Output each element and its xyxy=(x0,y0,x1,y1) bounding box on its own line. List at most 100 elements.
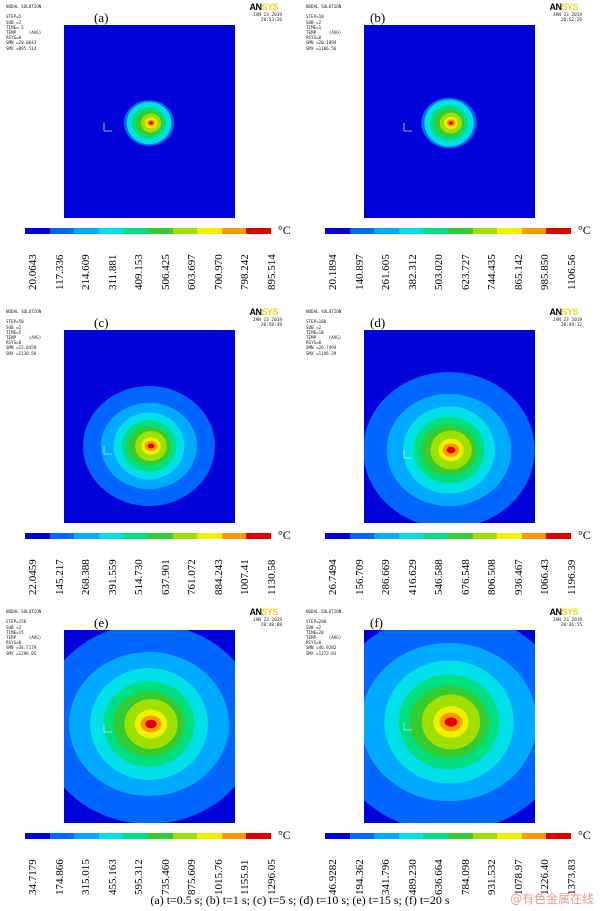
legend-tick-label: 1296.05 xyxy=(265,859,278,895)
legend-swatch xyxy=(521,533,547,539)
coordinate-triad xyxy=(403,123,412,132)
legend-swatch xyxy=(221,533,247,539)
temperature-contour-plot xyxy=(364,25,535,218)
color-legend-bar xyxy=(325,833,571,839)
legend-tick-labels: 20.1894 140.897 261.605 382.312 503.020 623.7… xyxy=(300,238,600,298)
legend-tick-label: 261.605 xyxy=(380,254,392,290)
legend-tick-label: 875.609 xyxy=(186,859,198,895)
legend-tick-label: 761.072 xyxy=(186,559,198,595)
timestamp: JAN 23 2019 20:46:55 xyxy=(552,618,582,629)
unit-label: °C xyxy=(578,223,591,237)
legend-swatch xyxy=(246,533,271,539)
nodal-solution-header: NODAL SOLUTION STEP=10 SUB =2 TIME=1 TEM… xyxy=(306,4,342,51)
panel-label: (d) xyxy=(370,315,386,330)
legend-tick-label: 455.163 xyxy=(106,859,119,895)
legend-swatch xyxy=(521,228,547,234)
unit-label: °C xyxy=(278,528,291,542)
legend-tick-label: 514.730 xyxy=(133,559,145,595)
legend-tick-label: 1196.39 xyxy=(565,559,578,595)
legend-swatch xyxy=(447,228,473,234)
legend-tick-label: 46.9282 xyxy=(327,859,339,895)
legend-swatch xyxy=(25,533,50,539)
legend-swatch xyxy=(325,833,350,839)
nodal-solution-header: NODAL SOLUTION STEP=50 SUB =2 TIME=5 TEM… xyxy=(6,309,42,356)
legend-tick-label: 22.0459 xyxy=(27,559,39,595)
legend-swatch xyxy=(497,533,522,539)
unit-label: °C xyxy=(578,528,591,542)
legend-swatch xyxy=(123,533,148,539)
color-legend-bar xyxy=(25,228,271,234)
legend-tick-label: 676.548 xyxy=(459,559,472,595)
legend-tick-label: 1066.43 xyxy=(539,559,551,595)
legend-tick-label: 156.709 xyxy=(353,559,366,595)
legend-swatch xyxy=(246,833,271,839)
legend-tick-label: 26.7494 xyxy=(327,559,339,595)
legend-tick-label: 503.020 xyxy=(433,254,445,290)
legend-swatch xyxy=(398,533,424,539)
legend-swatch xyxy=(147,833,173,839)
legend-swatch xyxy=(349,533,375,539)
legend-tick-label: 735.460 xyxy=(159,859,172,895)
legend-swatch xyxy=(74,533,99,539)
legend-tick-label: 1007.41 xyxy=(239,559,251,595)
ansys-logo: ANSYS xyxy=(549,2,578,12)
legend-tick-label: 117.336 xyxy=(53,254,66,290)
legend-swatch xyxy=(25,833,50,839)
legend-tick-label: 700.970 xyxy=(212,254,225,290)
legend-tick-label: 637.901 xyxy=(159,559,172,595)
figure-caption: (a) t=0.5 s; (b) t=1 s; (c) t=5 s; (d) t… xyxy=(150,893,450,907)
legend-tick-label: 140.897 xyxy=(353,254,366,290)
ansys-logo: ANSYS xyxy=(249,307,278,317)
legend-tick-label: 20.1894 xyxy=(327,254,339,290)
timestamp: JAN 23 2019 20:48:08 xyxy=(252,618,282,629)
contour-panel: NODAL SOLUTION STEP=50 SUB =2 TIME=5 TEM… xyxy=(0,305,300,605)
panel-label: (e) xyxy=(94,615,109,630)
legend-tick-label: 636.664 xyxy=(433,859,445,895)
isotherm-band xyxy=(148,121,154,125)
legend-swatch xyxy=(49,833,75,839)
temperature-contour-plot xyxy=(64,630,235,823)
panel-label: (f) xyxy=(370,615,383,630)
contour-panel: NODAL SOLUTION STEP=10 SUB =2 TIME=1 TEM… xyxy=(300,0,600,300)
legend-swatch xyxy=(472,833,498,839)
legend-swatch xyxy=(172,833,198,839)
legend-swatch xyxy=(349,833,375,839)
legend-swatch xyxy=(497,833,522,839)
legend-tick-label: 798.242 xyxy=(239,254,251,290)
contour-panel: NODAL SOLUTION STEP=100 SUB =2 TIME=10 T… xyxy=(300,305,600,605)
unit-label: °C xyxy=(578,828,591,842)
contour-panel: NODAL SOLUTION STEP=5 SUB =2 TIME=.5 TEM… xyxy=(0,0,300,300)
legend-swatch xyxy=(546,533,571,539)
isotherm-band xyxy=(446,446,456,454)
legend-tick-label: 506.425 xyxy=(159,254,172,290)
legend-tick-label: 784.098 xyxy=(459,859,472,895)
coordinate-triad xyxy=(103,123,112,132)
legend-swatch xyxy=(374,533,399,539)
legend-tick-label: 546.588 xyxy=(433,559,445,595)
legend-tick-label: 884.243 xyxy=(212,559,225,595)
legend-tick-label: 409.153 xyxy=(133,254,145,290)
watermark: @有色金属在线 xyxy=(509,892,594,906)
legend-tick-label: 806.508 xyxy=(486,559,498,595)
unit-label: °C xyxy=(278,828,291,842)
legend-tick-label: 1015.76 xyxy=(212,859,225,895)
timestamp: JAN 23 2019 20:53:36 xyxy=(252,13,282,24)
legend-swatch xyxy=(472,533,498,539)
legend-tick-label: 865.142 xyxy=(512,254,525,290)
legend-swatch xyxy=(123,228,148,234)
legend-tick-label: 194.362 xyxy=(353,859,366,895)
legend-tick-label: 268.388 xyxy=(80,559,92,595)
temperature-contour-plot xyxy=(364,630,535,823)
nodal-solution-header: NODAL SOLUTION STEP=150 SUB =2 TIME=15 T… xyxy=(6,609,42,656)
timestamp: JAN 23 2019 20:52:26 xyxy=(552,13,582,24)
legend-tick-label: 311.881 xyxy=(106,254,119,290)
legend-tick-label: 382.312 xyxy=(406,254,419,290)
legend-swatch xyxy=(197,833,222,839)
legend-tick-label: 1155.91 xyxy=(239,859,251,895)
legend-tick-label: 34.7179 xyxy=(27,859,39,895)
legend-tick-labels: 22.0459 145.217 268.388 391.559 514.730 637.9… xyxy=(0,543,300,603)
legend-tick-label: 603.697 xyxy=(186,254,198,290)
ansys-logo: ANSYS xyxy=(249,2,278,12)
nodal-solution-header: NODAL SOLUTION STEP=200 SUB =2 TIME=20 T… xyxy=(306,609,342,656)
legend-tick-label: 214.609 xyxy=(80,254,92,290)
